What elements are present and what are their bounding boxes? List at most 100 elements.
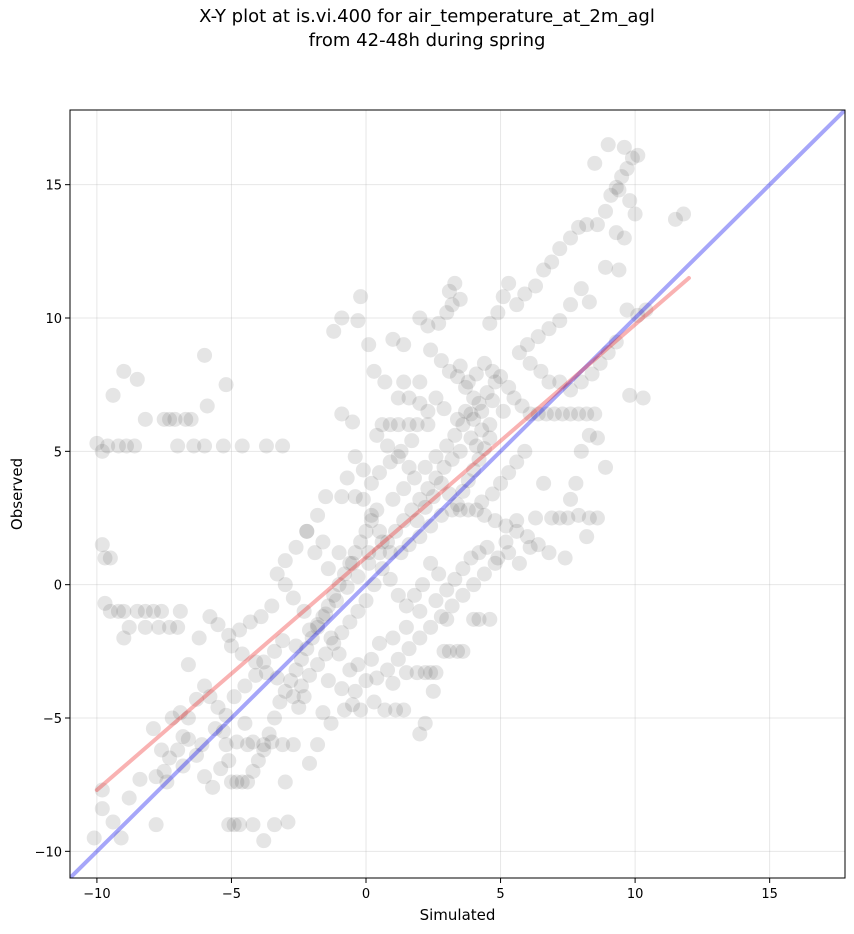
data-point [466, 611, 482, 627]
data-point [468, 438, 484, 454]
data-point [433, 475, 449, 491]
data-point [207, 721, 223, 737]
data-point [339, 470, 355, 486]
data-point [288, 539, 304, 555]
data-point [412, 395, 428, 411]
data-point [452, 291, 468, 307]
data-point [568, 475, 584, 491]
data-point [420, 318, 436, 334]
data-point [234, 646, 250, 662]
data-point [162, 750, 178, 766]
data-point [401, 641, 417, 657]
data-point [264, 598, 280, 614]
data-point [170, 438, 186, 454]
data-point [301, 755, 317, 771]
data-point [288, 638, 304, 654]
data-point [363, 507, 379, 523]
data-point [450, 369, 465, 385]
data-point [377, 374, 393, 390]
data-point [592, 355, 608, 371]
data-point [277, 774, 293, 790]
data-point [116, 630, 132, 646]
data-point [417, 459, 433, 475]
data-point [334, 489, 350, 505]
data-point [552, 374, 568, 390]
data-point [116, 363, 132, 379]
data-point [275, 633, 291, 649]
data-point [242, 614, 258, 630]
data-point [202, 609, 218, 625]
data-point [304, 630, 320, 646]
data-point [444, 297, 460, 313]
data-point [296, 603, 312, 619]
data-point [180, 710, 196, 726]
data-point [102, 550, 118, 566]
data-point [450, 497, 465, 513]
data-point [363, 651, 379, 667]
y-tick-label: 10 [45, 312, 62, 327]
data-point [226, 817, 242, 833]
data-point [382, 417, 398, 433]
data-point [439, 438, 455, 454]
data-point [371, 465, 387, 481]
data-point [310, 737, 326, 753]
data-point [275, 438, 291, 454]
data-point [299, 523, 315, 539]
x-tick-label: −10 [83, 887, 110, 902]
data-point [458, 403, 474, 419]
x-tick-label: 15 [761, 887, 778, 902]
x-axis-label: Simulated [420, 906, 496, 924]
data-point [191, 630, 207, 646]
data-point [530, 537, 546, 553]
data-point [105, 387, 121, 403]
data-point [237, 678, 253, 694]
data-point [334, 681, 350, 697]
data-point [269, 670, 285, 686]
data-point [180, 657, 196, 673]
data-point [223, 774, 239, 790]
data-point [345, 555, 361, 571]
data-point [528, 510, 544, 526]
data-point [323, 630, 339, 646]
data-point [404, 433, 420, 449]
data-point [355, 462, 371, 478]
data-point [315, 609, 331, 625]
data-point [614, 169, 630, 185]
data-point [441, 283, 457, 299]
data-point [471, 451, 487, 467]
data-point [482, 611, 498, 627]
data-point [463, 550, 479, 566]
data-point [323, 715, 339, 731]
data-point [487, 513, 503, 529]
data-point [466, 462, 482, 478]
data-point [522, 355, 538, 371]
data-point [501, 275, 517, 291]
data-point [552, 510, 568, 526]
data-point [431, 315, 447, 331]
data-point [232, 817, 248, 833]
data-point [417, 499, 433, 515]
data-point [258, 665, 274, 681]
data-point [398, 665, 414, 681]
data-point [310, 657, 326, 673]
data-point [447, 427, 463, 443]
data-point [541, 321, 557, 337]
data-point [423, 342, 439, 358]
data-point [538, 406, 554, 422]
data-point [116, 603, 132, 619]
data-point [412, 374, 428, 390]
data-point [256, 742, 272, 758]
data-point [296, 689, 312, 705]
data-point [417, 715, 433, 731]
data-point [388, 702, 404, 718]
data-point [315, 705, 331, 721]
data-point [404, 502, 420, 518]
data-point [616, 230, 632, 246]
data-point [315, 534, 331, 550]
data-point [310, 617, 326, 633]
data-point [210, 699, 226, 715]
data-point [563, 491, 579, 507]
data-point [277, 683, 293, 699]
data-point [560, 510, 576, 526]
data-point [153, 603, 169, 619]
